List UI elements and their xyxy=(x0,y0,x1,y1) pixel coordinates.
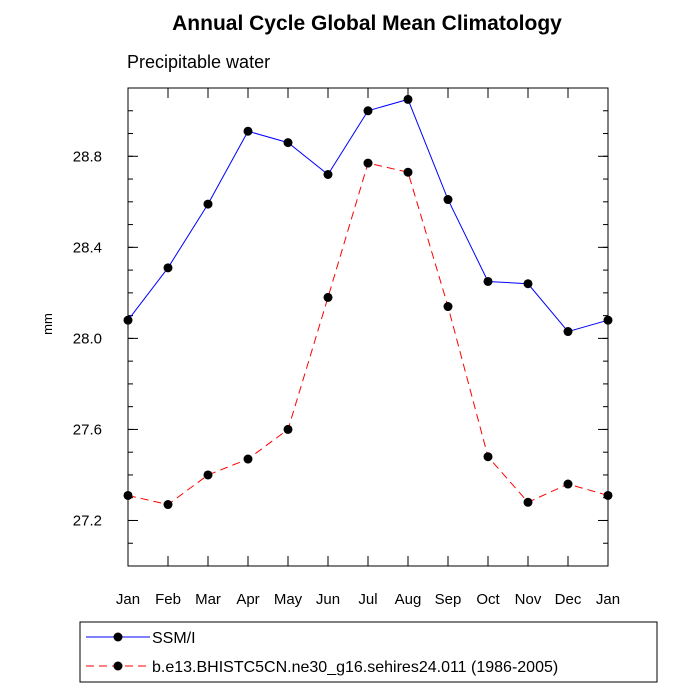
x-tick-label: Jan xyxy=(116,591,140,608)
data-point-0 xyxy=(603,315,613,325)
data-point-0 xyxy=(563,327,573,337)
data-point-0 xyxy=(363,106,373,116)
chart-subtitle: Precipitable water xyxy=(127,52,270,72)
x-tick-label: Aug xyxy=(395,591,422,608)
y-tick-label: 28.4 xyxy=(73,239,102,256)
data-point-1 xyxy=(283,424,293,434)
x-tick-label: Apr xyxy=(236,591,259,608)
data-point-0 xyxy=(123,315,133,325)
data-point-1 xyxy=(363,158,373,168)
x-tick-label: Jan xyxy=(596,591,620,608)
data-point-1 xyxy=(203,470,213,480)
x-tick-label: Mar xyxy=(195,591,221,608)
x-tick-label: Nov xyxy=(515,591,542,608)
x-tick-label: Jul xyxy=(358,591,377,608)
data-point-0 xyxy=(163,263,173,273)
y-tick-label: 28.0 xyxy=(73,330,102,347)
data-point-1 xyxy=(163,500,173,510)
data-point-0 xyxy=(203,199,213,209)
data-point-0 xyxy=(483,276,493,286)
data-point-0 xyxy=(523,279,533,289)
data-point-0 xyxy=(323,169,333,179)
legend-box xyxy=(79,621,658,683)
legend-marker-ssmi xyxy=(113,632,123,642)
series-line-0 xyxy=(127,98,609,333)
data-point-1 xyxy=(603,490,613,500)
data-point-0 xyxy=(243,126,253,136)
data-point-1 xyxy=(443,302,453,312)
data-point-1 xyxy=(523,497,533,507)
legend-marker-model xyxy=(113,661,123,671)
data-point-0 xyxy=(283,138,293,148)
x-tick-label: Jun xyxy=(316,591,340,608)
y-tick-label: 27.6 xyxy=(73,421,102,438)
x-axis: Jan Feb Mar Apr May Jun Jul Aug Sep Oct Nov Dec Jan xyxy=(116,88,620,608)
x-tick-label: Feb xyxy=(155,591,181,608)
data-point-0 xyxy=(403,94,413,104)
legend: SSM/I b.e13.BHISTC5CN.ne30_g16.sehires24… xyxy=(79,621,658,683)
data-point-1 xyxy=(123,490,133,500)
legend-label-model: b.e13.BHISTC5CN.ne30_g16.sehires24.011 (… xyxy=(152,659,558,676)
chart-title: Annual Cycle Global Mean Climatology xyxy=(172,12,562,35)
data-point-1 xyxy=(563,479,573,489)
data-point-0 xyxy=(443,195,453,205)
data-point-1 xyxy=(323,292,333,302)
x-tick-label: Oct xyxy=(476,591,500,608)
series-layer xyxy=(123,94,613,510)
series-line-1 xyxy=(127,162,609,506)
x-tick-label: May xyxy=(274,591,303,608)
x-tick-label: Sep xyxy=(435,591,462,608)
y-tick-label: 28.8 xyxy=(73,148,102,165)
y-tick-label: 27.2 xyxy=(73,512,102,529)
y-axis: 27.2 27.6 28.0 28.4 28.8 xyxy=(73,87,608,567)
data-point-1 xyxy=(403,167,413,177)
y-axis-label: mm xyxy=(40,313,55,335)
data-point-1 xyxy=(243,454,253,464)
legend-label-ssmi: SSM/I xyxy=(152,630,196,647)
data-point-1 xyxy=(483,452,493,462)
x-tick-label: Dec xyxy=(555,591,582,608)
